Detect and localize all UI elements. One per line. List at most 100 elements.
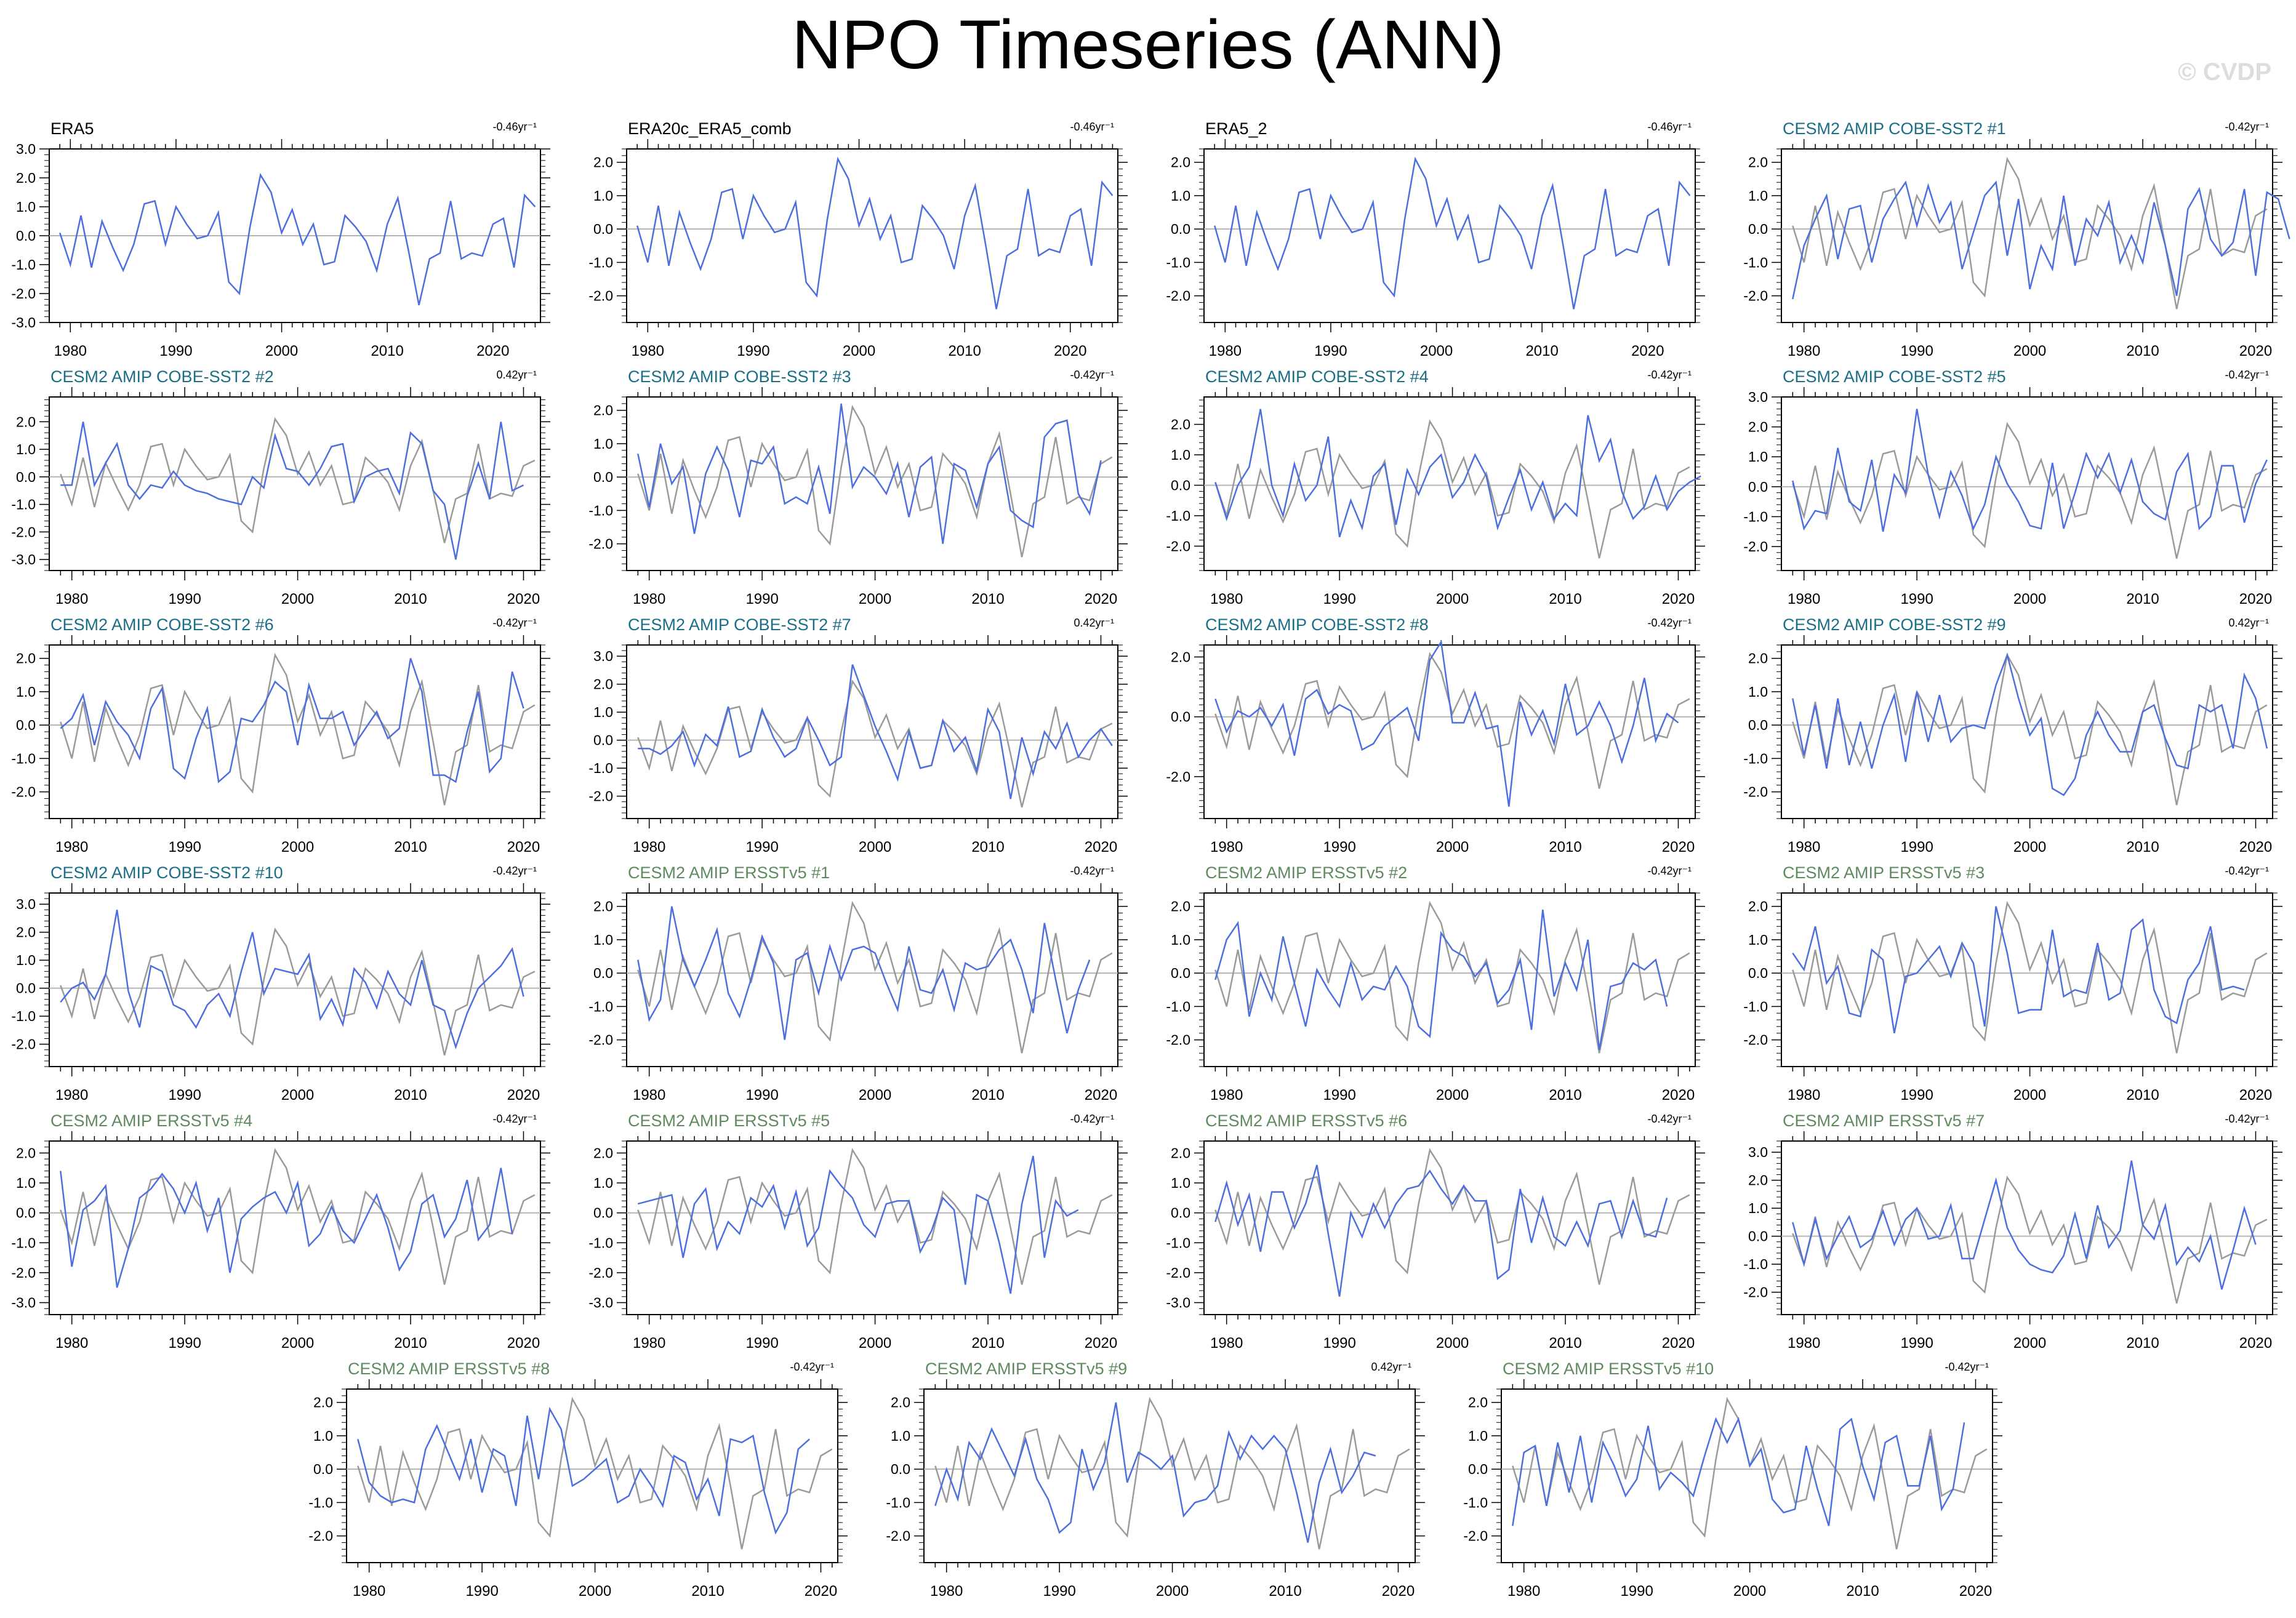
plot-frame [1781, 644, 2273, 819]
trend-label: -0.42yr⁻¹ [790, 1361, 834, 1373]
trend-label: -0.42yr⁻¹ [1070, 1113, 1114, 1125]
panel-17: 1980 1990 2000 2010 2020 2.0 1.0 0.0 -1.0 -2.0 -3.… [11, 1111, 550, 1352]
trend-label: -0.42yr⁻¹ [1647, 1113, 1692, 1125]
observation-series-line [1792, 156, 2268, 310]
x-tick-label: 2020 [1662, 839, 1695, 855]
y-tick-label: 2.0 [1171, 1145, 1190, 1161]
x-tick-label: 1980 [1507, 1583, 1540, 1600]
x-tick-label: 2000 [2013, 1087, 2046, 1103]
x-tick-label: 2000 [281, 591, 314, 607]
x-tick-label: 2020 [476, 343, 509, 359]
x-tick-label: 2020 [1662, 1087, 1695, 1103]
x-tick-label: 1990 [1900, 591, 1933, 607]
y-tick-label: 0.0 [593, 1205, 613, 1221]
panel-title: CESM2 AMIP ERSSTv5 #1 [628, 863, 830, 882]
y-tick-label: 0.0 [16, 1205, 36, 1221]
trend-label: 0.42yr⁻¹ [1371, 1361, 1411, 1373]
x-tick-label: 2020 [2239, 1087, 2272, 1103]
x-tick-label: 1980 [632, 343, 664, 359]
observation-series-line [934, 1396, 1410, 1550]
y-tick-label: 2.0 [1171, 154, 1190, 170]
series-line [637, 1156, 1079, 1294]
x-tick-label: 1990 [159, 343, 192, 359]
x-tick-label: 2010 [971, 1335, 1004, 1352]
x-tick-label: 2010 [948, 343, 981, 359]
y-tick-label: 0.0 [1748, 1228, 1768, 1244]
x-tick-label: 2000 [1733, 1583, 1766, 1600]
series-line [60, 1167, 513, 1288]
x-tick-label: 1980 [1788, 343, 1820, 359]
panel-title: CESM2 AMIP COBE-SST2 #2 [50, 367, 274, 386]
y-tick-label: 0.0 [313, 1461, 333, 1477]
y-tick-label: -1.0 [1743, 750, 1768, 766]
x-tick-label: 2020 [805, 1583, 837, 1600]
observation-series-line [1214, 419, 1690, 559]
x-tick-label: 2010 [394, 1087, 427, 1103]
y-tick-label: -1.0 [588, 760, 613, 776]
y-tick-label: -1.0 [1743, 1256, 1768, 1272]
x-tick-label: 2000 [1436, 1335, 1469, 1352]
trend-label: -0.42yr⁻¹ [2225, 865, 2269, 877]
y-tick-label: 0.0 [16, 228, 36, 244]
panel-14: 1980 1990 2000 2010 2020 2.0 1.0 0.0 -1.0 -2.0 CES… [588, 863, 1128, 1103]
y-tick-label: 1.0 [1468, 1428, 1488, 1444]
y-tick-label: 2.0 [1171, 417, 1190, 433]
x-tick-label: 2010 [1549, 1087, 1581, 1103]
y-tick-label: 0.0 [1748, 479, 1768, 495]
x-tick-label: 2010 [1525, 343, 1558, 359]
x-tick-label: 2020 [2239, 1335, 2272, 1352]
x-tick-label: 1990 [1323, 839, 1355, 855]
x-tick-label: 1990 [745, 839, 778, 855]
y-tick-label: -2.0 [1166, 769, 1190, 785]
panel-8: 1980 1990 2000 2010 2020 3.0 2.0 1.0 0.0 -1.0 -2.0… [1743, 367, 2282, 607]
plot-frame [1781, 892, 2273, 1067]
x-tick-label: 2010 [394, 591, 427, 607]
panel-title: CESM2 AMIP COBE-SST2 #7 [628, 615, 851, 634]
x-tick-label: 2020 [1054, 343, 1086, 359]
y-tick-label: -1.0 [11, 750, 36, 766]
x-tick-label: 1980 [55, 839, 88, 855]
x-tick-label: 1980 [633, 591, 665, 607]
y-tick-label: 0.0 [1468, 1461, 1488, 1477]
x-tick-label: 2010 [971, 591, 1004, 607]
x-tick-label: 2000 [843, 343, 875, 359]
watermark: © CVDP [2178, 58, 2271, 86]
trend-label: 0.42yr⁻¹ [2228, 617, 2269, 629]
trend-label: -0.42yr⁻¹ [1647, 865, 1692, 877]
panel-19: 1980 1990 2000 2010 2020 2.0 1.0 0.0 -1.0 -2.0 -3.… [1166, 1111, 1705, 1352]
y-tick-label: 1.0 [16, 684, 36, 700]
series-line [60, 910, 524, 1050]
y-tick-label: 2.0 [593, 154, 613, 170]
y-tick-label: -2.0 [886, 1528, 910, 1544]
x-tick-label: 1990 [1323, 1087, 1355, 1103]
x-tick-label: 2000 [265, 343, 298, 359]
x-tick-label: 2000 [1436, 591, 1469, 607]
y-tick-label: 1.0 [891, 1428, 910, 1444]
series-line [1792, 652, 2268, 796]
y-tick-label: -3.0 [11, 1295, 36, 1311]
y-tick-label: -1.0 [1166, 508, 1190, 524]
plot-frame [626, 396, 1118, 571]
series-line [60, 658, 524, 783]
x-tick-label: 2010 [2126, 1335, 2159, 1352]
x-tick-label: 2000 [2013, 839, 2046, 855]
x-tick-label: 2000 [859, 591, 891, 607]
x-tick-label: 1980 [1788, 1087, 1820, 1103]
panel-4: 1980 1990 2000 2010 2020 2.0 1.0 0.0 -1.0 -2.0 CES… [1743, 119, 2290, 359]
y-tick-label: -1.0 [1743, 508, 1768, 524]
observation-series-line [1792, 900, 2268, 1054]
y-tick-label: -2.0 [11, 524, 36, 540]
y-tick-label: -1.0 [588, 502, 613, 518]
series-line [1214, 639, 1679, 807]
plot-frame [1203, 148, 1696, 323]
y-tick-label: 2.0 [593, 676, 613, 692]
y-tick-label: -2.0 [588, 288, 613, 304]
panel-13: 1980 1990 2000 2010 2020 3.0 2.0 1.0 0.0 -1.0 -2.0… [11, 863, 550, 1103]
y-tick-label: 2.0 [1748, 1172, 1768, 1188]
observation-series-line [637, 900, 1113, 1054]
y-tick-label: 0.0 [16, 717, 36, 733]
series-line [638, 664, 1113, 799]
panel-3: 1980 1990 2000 2010 2020 2.0 1.0 0.0 -1.0 -2.0 ERA… [1166, 119, 1705, 359]
observation-series-line [1792, 652, 2268, 806]
trend-label: -0.42yr⁻¹ [1647, 617, 1692, 629]
